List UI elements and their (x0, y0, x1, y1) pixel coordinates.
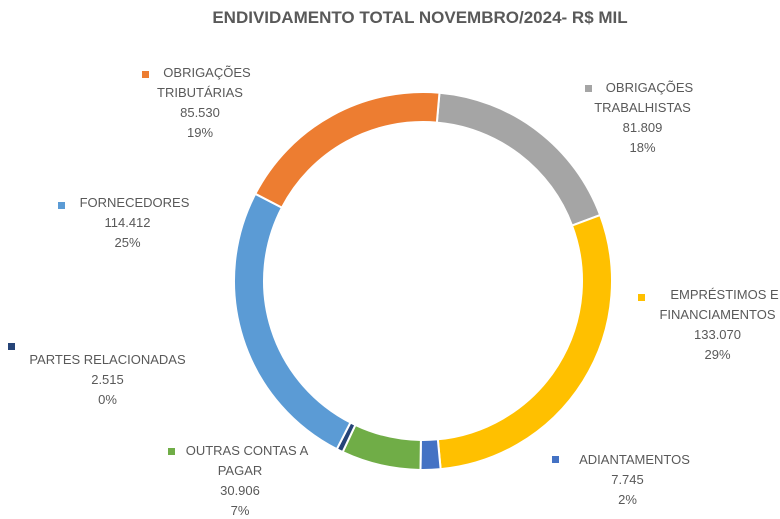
donut-slice (233, 192, 352, 451)
category-label: PARTES RELACIONADAS (29, 352, 186, 367)
legend-marker (8, 343, 15, 350)
category-label: OBRIGAÇÕES TRABALHISTAS (594, 80, 694, 115)
category-label: OUTRAS CONTAS A PAGAR (185, 443, 309, 478)
donut-slice (253, 91, 441, 209)
category-label: OBRIGAÇÕES TRIBUTÁRIAS (157, 65, 251, 100)
percent-label: 0% (98, 392, 117, 407)
data-label: OBRIGAÇÕES TRABALHISTAS 81.809 18% (580, 78, 705, 158)
percent-label: 29% (704, 347, 731, 362)
data-label: PARTES RELACIONADAS 2.515 0% (15, 350, 200, 410)
value-label: 30.906 (220, 483, 260, 498)
category-label: ADIANTAMENTOS (579, 452, 690, 467)
donut-slice (435, 91, 602, 227)
value-label: 7.745 (611, 472, 644, 487)
category-label: FORNECEDORES (79, 195, 190, 210)
value-label: 114.412 (104, 215, 151, 230)
chart-title: ENDIVIDAMENTO TOTAL NOVEMBRO/2024- R$ MI… (212, 8, 628, 27)
percent-label: 25% (114, 235, 141, 250)
legend-marker (58, 202, 65, 209)
percent-label: 19% (186, 125, 214, 140)
legend-marker (142, 71, 149, 78)
data-label: EMPRÉSTIMOS E FINANCIAMENTOS 133.070 29% (630, 285, 780, 365)
percent-label: 7% (230, 503, 250, 518)
donut-slice (436, 213, 613, 471)
percent-label: 2% (618, 492, 637, 507)
data-label: OBRIGAÇÕES TRIBUTÁRIAS 85.530 19% (130, 63, 270, 143)
data-label: OUTRAS CONTAS A PAGAR 30.906 7% (165, 441, 315, 519)
data-label: ADIANTAMENTOS 7.745 2% (560, 450, 695, 510)
donut-slice (419, 438, 442, 471)
legend-marker (638, 294, 645, 301)
donut-slice (341, 423, 422, 471)
percent-label: 18% (629, 140, 656, 155)
legend-marker (168, 448, 175, 455)
legend-marker (552, 456, 559, 463)
value-label: 133.070 (694, 327, 741, 342)
value-label: 2.515 (91, 372, 124, 387)
legend-marker (585, 85, 592, 92)
value-label: 81.809 (622, 120, 663, 135)
value-label: 85.530 (180, 105, 220, 120)
data-label: FORNECEDORES 114.412 25% (55, 193, 200, 253)
category-label: EMPRÉSTIMOS E FINANCIAMENTOS (659, 287, 779, 322)
